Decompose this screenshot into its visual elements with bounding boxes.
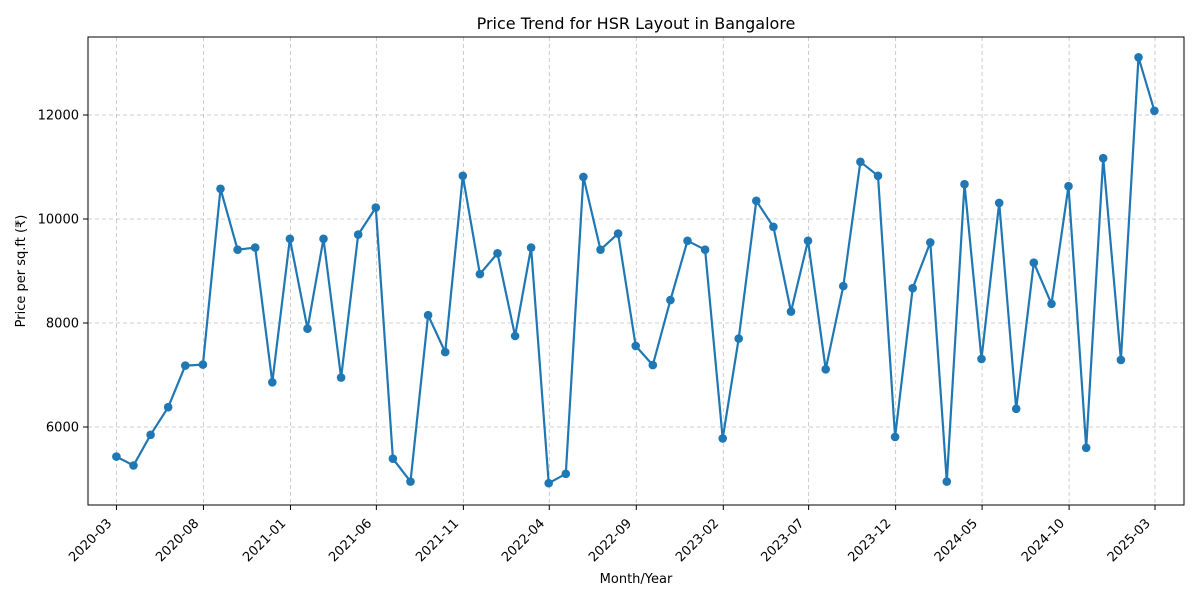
data-point	[216, 184, 225, 194]
data-point	[821, 365, 830, 374]
data-point	[613, 229, 623, 238]
y-tick-label: 12000	[38, 109, 79, 124]
data-point	[1064, 181, 1073, 191]
y-tick-label: 6000	[46, 421, 79, 436]
data-point	[666, 295, 675, 305]
data-point	[146, 430, 155, 440]
data-point	[752, 196, 761, 206]
data-point	[1098, 153, 1108, 163]
data-point	[319, 234, 328, 244]
data-point	[336, 373, 346, 382]
data-point	[1011, 404, 1021, 414]
x-tick-label: 2021-11	[413, 516, 462, 565]
data-point	[683, 236, 692, 246]
x-tick-label: 2021-01	[240, 516, 289, 565]
series-line	[115, 56, 1156, 485]
data-point	[908, 283, 917, 293]
data-point	[1047, 299, 1056, 309]
data-point	[1150, 106, 1159, 116]
data-point	[268, 378, 277, 387]
data-point	[561, 469, 571, 479]
data-point	[353, 230, 363, 239]
data-point	[803, 236, 813, 246]
data-point	[526, 243, 536, 252]
x-tick-label: 2020-08	[153, 516, 202, 565]
data-point	[388, 454, 398, 464]
data-point	[544, 478, 553, 488]
y-axis-title: Price per sq.ft (₹)	[14, 215, 29, 328]
x-tick-label: 2021-06	[326, 516, 375, 565]
data-point	[856, 157, 865, 167]
data-point	[371, 203, 381, 212]
data-point	[112, 452, 121, 461]
x-tick-label: 2025-03	[1105, 516, 1154, 565]
data-point	[303, 324, 312, 334]
x-tick-label: 2022-09	[586, 516, 635, 565]
data-point	[1029, 258, 1039, 268]
data-point	[250, 243, 260, 252]
data-point	[960, 179, 969, 189]
chart-title: Price Trend for HSR Layout in Bangalore	[477, 14, 796, 33]
data-point	[129, 461, 138, 470]
x-axis: 2020-03 2020-08 2021-01 2021-06 2021-11 2022-…	[66, 505, 1156, 565]
data-point	[579, 172, 588, 182]
data-point	[994, 198, 1004, 208]
data-point	[700, 245, 710, 254]
data-point	[163, 402, 173, 412]
x-tick-label: 2024-05	[932, 516, 981, 565]
x-tick-label: 2022-04	[499, 516, 548, 565]
grid-layer	[88, 37, 1184, 505]
data-point	[440, 347, 450, 357]
data-point	[423, 310, 433, 320]
data-point	[873, 171, 883, 181]
data-point	[1116, 355, 1126, 365]
y-axis: 6000 8000 10000 12000	[38, 109, 88, 436]
data-point	[839, 281, 848, 291]
data-point	[890, 432, 900, 442]
data-point	[631, 341, 640, 351]
data-point	[493, 249, 502, 258]
x-tick-label: 2023-12	[845, 516, 894, 565]
data-point	[1081, 443, 1091, 453]
data-point	[475, 269, 485, 279]
x-tick-label: 2020-03	[66, 516, 115, 565]
data-point	[769, 222, 778, 232]
x-axis-title: Month/Year	[600, 572, 673, 587]
data-point	[734, 334, 743, 343]
data-point	[181, 361, 190, 370]
x-tick-label: 2023-02	[673, 516, 722, 565]
data-point	[458, 171, 468, 181]
data-point	[596, 245, 605, 254]
data-point	[648, 360, 658, 370]
data-point	[1134, 53, 1143, 62]
y-tick-label: 8000	[46, 317, 79, 332]
y-tick-label: 10000	[38, 213, 79, 228]
series-layer	[112, 53, 1159, 488]
data-point	[285, 234, 295, 244]
data-point	[942, 477, 952, 486]
data-point	[510, 331, 520, 341]
data-point	[198, 360, 208, 369]
data-point	[786, 307, 796, 316]
data-point	[977, 354, 986, 364]
x-tick-label: 2023-07	[758, 516, 807, 565]
data-point	[718, 434, 727, 443]
data-point	[233, 245, 242, 254]
data-point	[926, 238, 935, 247]
x-tick-label: 2024-10	[1019, 516, 1068, 565]
data-point	[406, 477, 415, 486]
